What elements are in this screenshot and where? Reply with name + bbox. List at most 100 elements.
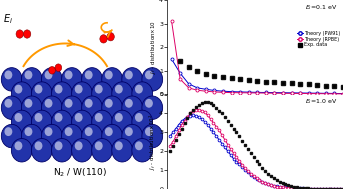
Circle shape xyxy=(125,70,133,79)
Circle shape xyxy=(1,68,22,91)
Circle shape xyxy=(107,33,114,41)
Circle shape xyxy=(35,113,43,122)
Circle shape xyxy=(112,110,132,134)
Circle shape xyxy=(82,124,103,148)
Circle shape xyxy=(42,96,62,119)
Circle shape xyxy=(132,139,153,162)
Circle shape xyxy=(45,70,52,79)
Circle shape xyxy=(49,67,56,74)
Legend: Theory (PW91), Theory (RPBE), Exp. data: Theory (PW91), Theory (RPBE), Exp. data xyxy=(297,31,341,47)
Circle shape xyxy=(75,85,83,94)
Circle shape xyxy=(1,96,22,119)
Circle shape xyxy=(85,70,93,79)
Circle shape xyxy=(105,127,113,136)
Circle shape xyxy=(25,70,32,79)
Circle shape xyxy=(51,82,72,105)
Circle shape xyxy=(21,124,42,148)
Circle shape xyxy=(75,141,83,150)
Circle shape xyxy=(125,127,133,136)
Circle shape xyxy=(35,141,43,150)
Circle shape xyxy=(65,70,73,79)
Circle shape xyxy=(95,113,103,122)
Circle shape xyxy=(65,99,73,108)
Y-axis label: $J_f$ - distribution×10$^2$: $J_f$ - distribution×10$^2$ xyxy=(147,113,158,170)
Circle shape xyxy=(65,127,73,136)
Circle shape xyxy=(51,110,72,134)
Y-axis label: $J_f$ - distribution×10: $J_f$ - distribution×10 xyxy=(149,20,158,74)
Circle shape xyxy=(21,96,42,119)
Circle shape xyxy=(55,141,62,150)
Circle shape xyxy=(95,85,103,94)
Text: $E_i$=0.1 eV: $E_i$=0.1 eV xyxy=(305,3,338,12)
Circle shape xyxy=(4,99,12,108)
Circle shape xyxy=(135,85,143,94)
Circle shape xyxy=(21,68,42,91)
Circle shape xyxy=(142,68,163,91)
Circle shape xyxy=(132,82,153,105)
Circle shape xyxy=(115,141,123,150)
Circle shape xyxy=(92,82,113,105)
Circle shape xyxy=(145,99,153,108)
Circle shape xyxy=(75,113,83,122)
Circle shape xyxy=(62,96,82,119)
Circle shape xyxy=(122,96,143,119)
Circle shape xyxy=(85,127,93,136)
Circle shape xyxy=(14,113,22,122)
Circle shape xyxy=(145,127,153,136)
Circle shape xyxy=(122,124,143,148)
Circle shape xyxy=(4,127,12,136)
Circle shape xyxy=(11,110,32,134)
Circle shape xyxy=(55,64,62,71)
Circle shape xyxy=(135,141,143,150)
Circle shape xyxy=(51,139,72,162)
Circle shape xyxy=(125,99,133,108)
Circle shape xyxy=(145,70,153,79)
Text: $E_i$=1.0 eV: $E_i$=1.0 eV xyxy=(305,97,338,106)
Circle shape xyxy=(105,70,113,79)
Text: $E_i$: $E_i$ xyxy=(2,12,12,26)
Circle shape xyxy=(95,141,103,150)
Text: $\rm N_2$ / W(110): $\rm N_2$ / W(110) xyxy=(53,166,107,179)
Circle shape xyxy=(55,113,62,122)
Circle shape xyxy=(1,124,22,148)
Circle shape xyxy=(82,68,103,91)
Circle shape xyxy=(45,127,52,136)
Circle shape xyxy=(85,99,93,108)
Circle shape xyxy=(92,139,113,162)
Circle shape xyxy=(55,85,62,94)
Circle shape xyxy=(32,110,52,134)
Circle shape xyxy=(142,96,163,119)
Circle shape xyxy=(115,85,123,94)
Circle shape xyxy=(112,139,132,162)
Circle shape xyxy=(14,141,22,150)
Circle shape xyxy=(32,139,52,162)
Circle shape xyxy=(135,113,143,122)
Circle shape xyxy=(42,68,62,91)
Circle shape xyxy=(11,139,32,162)
Circle shape xyxy=(115,113,123,122)
Circle shape xyxy=(82,96,103,119)
Circle shape xyxy=(25,127,32,136)
Circle shape xyxy=(102,124,122,148)
Circle shape xyxy=(142,124,163,148)
Circle shape xyxy=(4,70,12,79)
Circle shape xyxy=(105,99,113,108)
Circle shape xyxy=(132,110,153,134)
Circle shape xyxy=(42,124,62,148)
Circle shape xyxy=(122,68,143,91)
Circle shape xyxy=(72,110,92,134)
Circle shape xyxy=(23,30,31,38)
Circle shape xyxy=(16,30,23,38)
Circle shape xyxy=(62,68,82,91)
Circle shape xyxy=(72,82,92,105)
Circle shape xyxy=(32,82,52,105)
Circle shape xyxy=(92,110,113,134)
Circle shape xyxy=(14,85,22,94)
Circle shape xyxy=(102,96,122,119)
Circle shape xyxy=(102,68,122,91)
Circle shape xyxy=(35,85,43,94)
Circle shape xyxy=(62,124,82,148)
Circle shape xyxy=(25,99,32,108)
Circle shape xyxy=(11,82,32,105)
Circle shape xyxy=(72,139,92,162)
